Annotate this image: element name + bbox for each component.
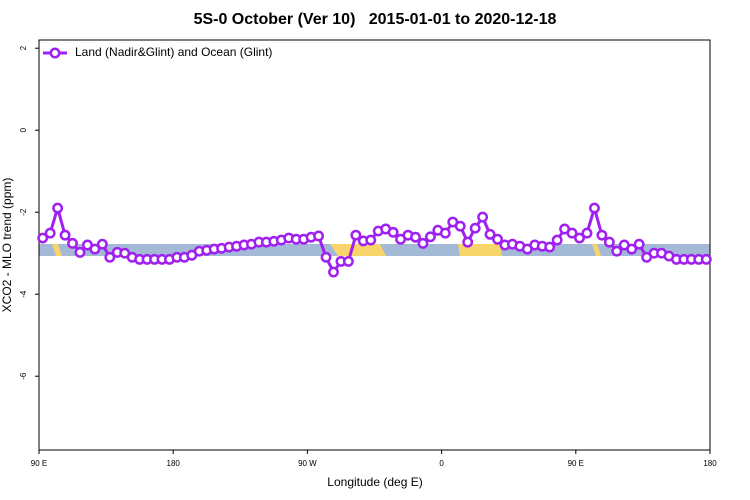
x-tick-label: 180 [167,459,181,468]
data-point [387,226,399,238]
data-point [104,251,116,263]
data-point [469,222,481,234]
y-tick-label: 2 [19,45,28,50]
data-point [492,233,503,245]
data-point [89,243,101,255]
data-point [67,237,79,249]
data-point [581,227,593,239]
data-point [410,231,421,243]
data-point [633,238,645,250]
data-point [350,229,362,241]
data-point [611,245,623,257]
data-point [544,241,556,253]
y-tick-label: -6 [19,372,28,380]
chart-title: 5S-0 October (Ver 10) 2015-01-01 to 2020… [194,11,557,28]
legend-label: Land (Nadir&Glint) and Ocean (Glint) [75,45,272,59]
data-point [424,231,436,243]
x-tick-label: 180 [703,459,717,468]
data-point [37,232,49,244]
data-point [700,253,712,265]
data-point [462,236,474,248]
data-point [365,234,377,246]
data-point [603,236,615,248]
data-point [454,220,466,232]
data-point [566,227,578,239]
data-point [342,255,354,267]
x-tick-label: 0 [439,459,444,468]
x-tick-label: 90 E [31,459,47,468]
data-point [52,202,64,214]
data-point [551,234,563,246]
y-axis-label: XCO2 - MLO trend (ppm) [0,178,14,313]
data-point [44,227,56,239]
x-tick-label: 90 W [298,459,317,468]
data-point [439,227,451,239]
data-point [417,237,429,249]
data-point [320,251,332,263]
data-point [74,246,86,258]
x-tick-label: 90 E [568,459,584,468]
data-point [59,229,71,241]
data-point [313,230,325,242]
data-point [477,211,489,223]
y-tick-label: -4 [19,290,28,298]
x-axis-label: Longitude (deg E) [327,475,422,489]
data-point [588,202,600,214]
data-point [596,229,608,241]
data-point [626,243,638,255]
data-point [96,238,108,250]
data-point [484,228,496,240]
y-tick-label: -2 [19,208,28,216]
legend: Land (Nadir&Glint) and Ocean (Glint) [43,45,272,59]
y-tick-label: 0 [19,127,28,132]
plot-frame [38,39,711,451]
data-point [574,232,585,244]
legend-marker [49,47,61,59]
data-point [328,266,339,278]
